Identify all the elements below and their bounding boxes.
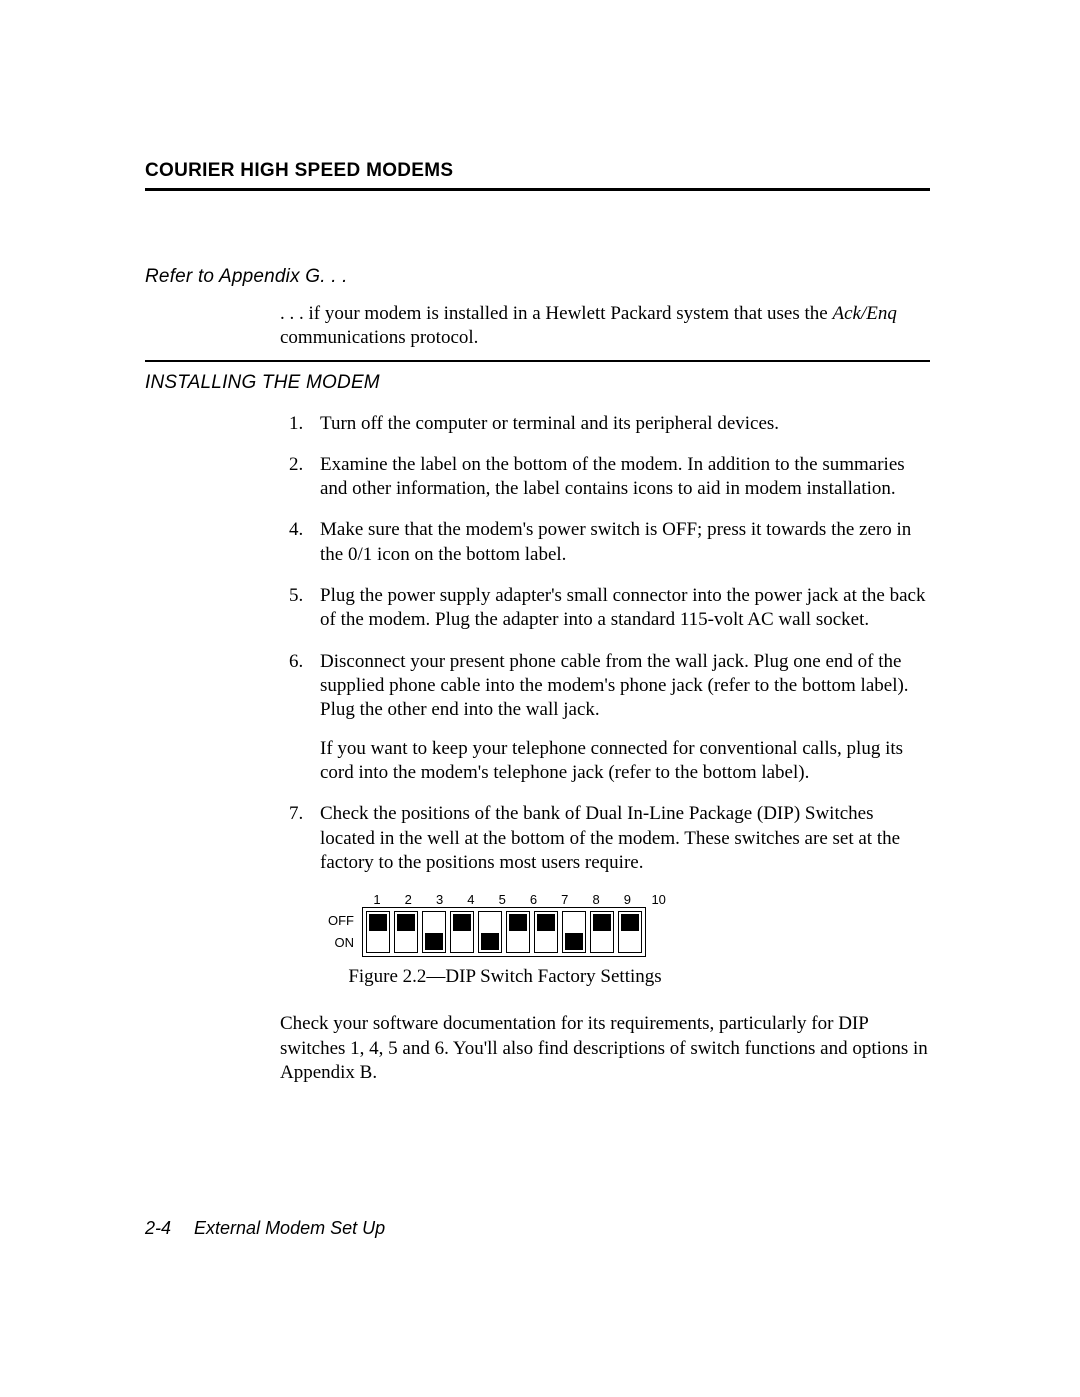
dip-number-row: 123456789 10 [362, 892, 677, 907]
dip-number: 9 [614, 892, 640, 907]
step-text: Check the positions of the bank of Dual … [320, 802, 930, 875]
section-rule [145, 360, 930, 362]
dip-knob [537, 914, 555, 931]
dip-slot [478, 911, 502, 953]
dip-knob [397, 914, 415, 931]
dip-switch-bank [362, 907, 646, 957]
step-text: Turn off the computer or terminal and it… [320, 412, 930, 436]
figure-caption: Figure 2.2—DIP Switch Factory Settings [280, 966, 930, 988]
page-footer: 2-4 External Modem Set Up [145, 1218, 385, 1239]
dip-slot [590, 911, 614, 953]
dip-knob [593, 914, 611, 931]
dip-slot [366, 911, 390, 953]
dip-knob [565, 933, 583, 950]
dip-number: 8 [583, 892, 609, 907]
appendix-text-after: communications protocol. [280, 327, 478, 348]
dip-slot [506, 911, 530, 953]
dip-number: 2 [395, 892, 421, 907]
step-item: Turn off the computer or terminal and it… [308, 412, 930, 436]
closing-paragraph: Check your software documentation for it… [280, 1012, 930, 1085]
appendix-text-before: . . . if your modem is installed in a He… [280, 303, 832, 324]
dip-on-label: ON [310, 932, 354, 954]
page-header: COURIER HIGH SPEED MODEMS [145, 160, 930, 191]
dip-slot [450, 911, 474, 953]
appendix-body: . . . if your modem is installed in a He… [280, 302, 930, 350]
dip-knob [481, 933, 499, 950]
dip-figure: 123456789 10 OFF ON Figure 2.2—DIP Switch… [280, 892, 930, 988]
dip-number: 4 [458, 892, 484, 907]
step-item: Plug the power supply adapter's small co… [308, 584, 930, 633]
section-heading: INSTALLING THE MODEM [145, 372, 930, 394]
dip-knob [509, 914, 527, 931]
step-item: Disconnect your present phone cable from… [308, 650, 930, 786]
dip-number: 7 [552, 892, 578, 907]
dip-slot [394, 911, 418, 953]
dip-slot [534, 911, 558, 953]
dip-slot [618, 911, 642, 953]
step-item: Make sure that the modem's power switch … [308, 518, 930, 567]
appendix-text-ital: Ack/Enq [832, 303, 896, 324]
step-text: If you want to keep your telephone conne… [320, 737, 930, 786]
footer-title: External Modem Set Up [194, 1218, 385, 1238]
steps-list: Turn off the computer or terminal and it… [280, 412, 930, 876]
step-item: Check the positions of the bank of Dual … [308, 802, 930, 875]
footer-page-number: 2-4 [145, 1218, 171, 1238]
dip-knob [453, 914, 471, 931]
step-item: Examine the label on the bottom of the m… [308, 453, 930, 502]
dip-number: 10 [646, 892, 672, 907]
dip-slot [422, 911, 446, 953]
step-text: Disconnect your present phone cable from… [320, 650, 930, 723]
appendix-subhead: Refer to Appendix G. . . [145, 266, 930, 288]
dip-number: 5 [489, 892, 515, 907]
dip-off-label: OFF [310, 910, 354, 932]
step-text: Examine the label on the bottom of the m… [320, 453, 930, 502]
dip-number: 3 [427, 892, 453, 907]
dip-side-labels-text: OFF ON [310, 910, 362, 954]
step-text: Plug the power supply adapter's small co… [320, 584, 930, 633]
dip-slot [562, 911, 586, 953]
step-text: Make sure that the modem's power switch … [320, 518, 930, 567]
dip-number: 6 [520, 892, 546, 907]
dip-knob [425, 933, 443, 950]
dip-knob [621, 914, 639, 931]
dip-knob [369, 914, 387, 931]
dip-number: 1 [364, 892, 390, 907]
